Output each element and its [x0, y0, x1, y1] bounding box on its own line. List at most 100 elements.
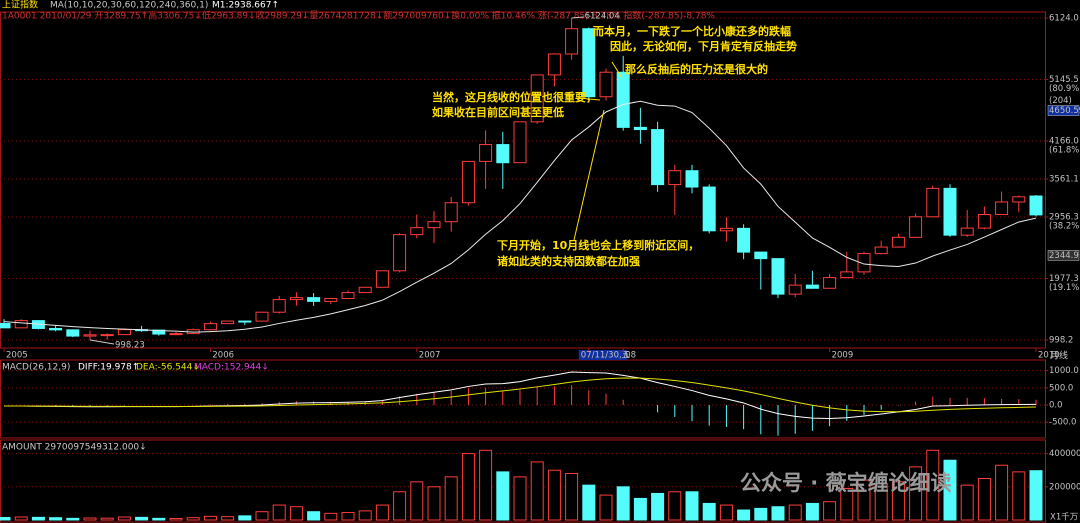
annotation: 当然，这月线收的位置也很重要， — [432, 90, 597, 104]
amount-bar — [874, 482, 888, 521]
x-tick-label: 2006 — [212, 351, 234, 361]
candle-body — [805, 284, 819, 289]
candle-body — [496, 144, 510, 164]
y-tick-label: 1000.0 — [1049, 366, 1079, 376]
amount-bar — [324, 512, 338, 521]
y-tick-label: 6124.0 — [1049, 14, 1079, 24]
candle-body — [1029, 195, 1043, 216]
max-pointer — [571, 16, 584, 19]
amount-bar — [685, 491, 699, 521]
candle-body — [324, 298, 338, 302]
candle-body — [410, 227, 424, 236]
candle-body — [117, 329, 131, 336]
candle-body — [0, 323, 11, 329]
y-tick-label: 400000 — [1049, 449, 1080, 459]
pointer-line — [577, 97, 601, 101]
candle-body — [943, 187, 957, 236]
amount-bar — [651, 492, 665, 521]
amount-bar — [31, 516, 45, 521]
candle-body — [685, 170, 699, 188]
candle-body — [49, 327, 63, 331]
dea-readout: DEA:-56.544↓ — [136, 363, 200, 373]
watermark: 公众号 · 薇宝缠论细读 — [740, 471, 952, 495]
candle-body — [719, 227, 733, 232]
candle-body — [513, 121, 527, 164]
y-tick-note: (38.2%) — [1049, 221, 1080, 231]
candle-body — [771, 258, 785, 295]
amount-title: AMOUNT 2970097549312.000↓ — [2, 443, 147, 453]
amount-bar — [513, 476, 527, 521]
candle-body — [341, 292, 355, 300]
candle-body — [926, 187, 940, 218]
amount-bar — [582, 484, 596, 521]
candle-body — [255, 311, 269, 322]
y-tick-note: (61.8%) — [1049, 145, 1080, 155]
amount-bar — [358, 510, 372, 521]
amount-bar — [788, 504, 802, 521]
amount-bar — [891, 481, 905, 521]
amount-bar — [771, 506, 785, 521]
marker-box — [1047, 105, 1080, 116]
macd-frame — [0, 359, 1046, 439]
date-highlight — [578, 350, 627, 360]
amount-bar — [599, 494, 613, 521]
candle-body — [100, 334, 114, 337]
candle-body — [393, 234, 407, 272]
candle-body — [203, 323, 217, 331]
x-tick-label: 2010 — [1038, 351, 1060, 361]
amount-bar — [100, 517, 114, 521]
amount-bar — [943, 459, 957, 521]
candle-body — [14, 320, 28, 329]
candle-body — [857, 253, 871, 273]
amount-bar — [823, 501, 837, 521]
amount-bar — [616, 486, 630, 521]
amount-bar — [14, 516, 28, 521]
candle-body — [840, 271, 854, 279]
amount-bar — [565, 473, 579, 521]
amount-bar — [960, 484, 974, 521]
amount-bar — [547, 469, 561, 521]
x-tick-label: 07/11/30,五 — [581, 351, 631, 361]
amount-bar — [341, 512, 355, 521]
macd-title: MACD(26,12,9) — [2, 363, 70, 373]
x-tick-label: 2005 — [6, 351, 28, 361]
y-tick-label: 1977.3 — [1049, 274, 1079, 284]
amount-bar — [135, 516, 149, 521]
y-tick-note: (80.9%) — [1049, 84, 1080, 94]
amount-bar — [444, 476, 458, 521]
amount-bar — [530, 461, 544, 521]
y-tick-label: 0.0 — [1049, 401, 1063, 411]
amount-bar — [238, 515, 252, 521]
ma-line — [3, 100, 1037, 333]
candle-body — [977, 213, 991, 229]
amount-bar — [857, 479, 871, 521]
amount-bar — [461, 453, 475, 521]
candle-body — [221, 320, 235, 325]
y-tick-label: 200000 — [1049, 482, 1080, 492]
amount-bar — [633, 497, 647, 521]
candle-body — [547, 53, 561, 76]
amount-frame — [0, 439, 1046, 523]
y-tick-label: 998.2 — [1049, 335, 1073, 345]
amount-bar — [169, 518, 183, 521]
candle-body — [169, 333, 183, 336]
candle-body — [238, 320, 252, 323]
candle-body — [754, 251, 768, 260]
amount-bar — [427, 486, 441, 521]
ma-readout: M1:2938.667↑ — [212, 1, 279, 11]
amount-bar — [0, 517, 11, 521]
amount-bar — [840, 487, 854, 521]
candle-body — [375, 270, 389, 288]
diff-readout: DIFF:19.978↑ — [78, 363, 139, 373]
candle-body — [995, 201, 1009, 215]
marker-box — [1047, 250, 1080, 261]
annotation: 如果收在目前区间甚至更低 — [432, 105, 564, 119]
amount-bar — [719, 504, 733, 521]
amount-bar — [117, 516, 131, 521]
y-tick-note: (19.1%) — [1049, 283, 1080, 293]
unit-label: X1千万 — [1050, 512, 1078, 523]
y-tick-label: 500.0 — [1049, 383, 1073, 393]
main-frame — [0, 11, 1046, 349]
candle-body — [152, 329, 166, 335]
